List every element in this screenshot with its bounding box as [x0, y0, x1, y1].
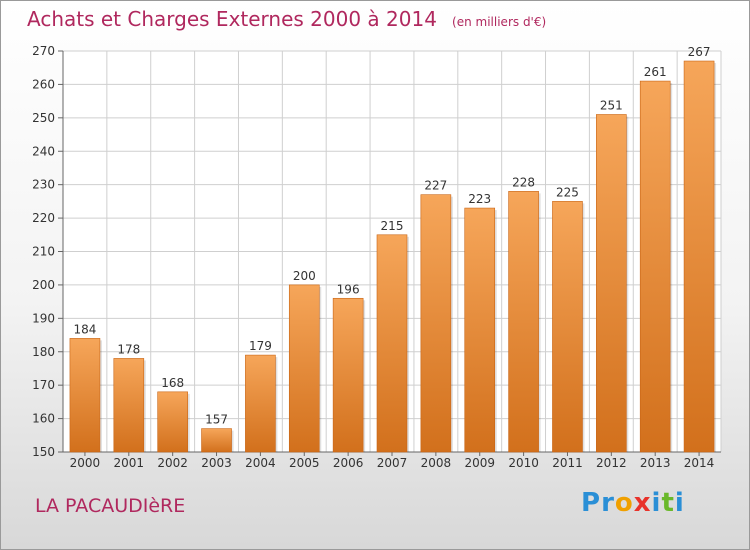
bar-value-label: 261 — [644, 65, 667, 79]
x-tick-label: 2014 — [684, 456, 715, 470]
y-tick-label: 200 — [32, 278, 55, 292]
bar — [420, 194, 452, 453]
bar-value-label: 200 — [293, 269, 316, 283]
bar — [552, 201, 583, 453]
commune-name: LA PACAUDIèRE — [35, 495, 186, 517]
y-tick-label: 160 — [32, 412, 55, 426]
x-tick-label: 2007 — [377, 456, 408, 470]
labels: 150 160 170 180 190 200 210 220 230 240 250 260 270 1… — [32, 44, 714, 470]
bar-value-label: 223 — [468, 192, 491, 206]
y-tick-label: 220 — [32, 211, 55, 225]
x-tick-label: 2004 — [245, 456, 276, 470]
bar — [201, 428, 232, 453]
logo-letter: r — [601, 488, 615, 518]
x-tick-label: 2005 — [289, 456, 320, 470]
bars — [69, 60, 717, 453]
bar-value-label: 225 — [556, 185, 579, 199]
bar-value-label: 184 — [73, 322, 96, 336]
bar-value-label: 178 — [117, 342, 140, 356]
x-tick-label: 2003 — [201, 456, 232, 470]
bar-value-label: 251 — [600, 98, 623, 112]
y-tick-label: 260 — [32, 77, 55, 91]
x-tick-label: 2013 — [640, 456, 671, 470]
bar — [596, 114, 627, 453]
x-tick-label: 2000 — [70, 456, 101, 470]
proxiti-logo[interactable]: Proxiti — [581, 488, 685, 518]
bar — [113, 358, 145, 453]
x-tick-label: 2009 — [464, 456, 495, 470]
chart-title: Achats et Charges Externes 2000 à 2014 — [27, 7, 437, 31]
y-tick-label: 230 — [32, 178, 55, 192]
y-tick-label: 190 — [32, 311, 55, 325]
y-tick-label: 240 — [32, 144, 55, 158]
bar-value-label: 168 — [161, 376, 184, 390]
y-tick-label: 150 — [32, 445, 55, 459]
logo-letter: o — [614, 488, 634, 518]
bar — [376, 234, 408, 453]
x-tick-label: 2001 — [114, 456, 145, 470]
logo-letter: t — [661, 488, 675, 518]
y-tick-label: 270 — [32, 44, 55, 58]
x-tick-label: 2012 — [596, 456, 627, 470]
y-tick-label: 250 — [32, 111, 55, 125]
y-tick-label: 180 — [32, 345, 55, 359]
bar — [683, 60, 715, 453]
bar — [157, 391, 188, 453]
logo-letter: i — [674, 488, 685, 518]
x-tick-label: 2006 — [333, 456, 364, 470]
x-tick-label: 2002 — [157, 456, 188, 470]
bar-value-label: 227 — [424, 179, 447, 193]
logo-letter: x — [633, 488, 652, 518]
y-tick-label: 170 — [32, 378, 55, 392]
bar — [288, 284, 320, 453]
x-tick-label: 2011 — [552, 456, 583, 470]
bar — [508, 191, 539, 453]
bar-value-label: 228 — [512, 175, 535, 189]
bar-value-label: 157 — [205, 413, 228, 427]
bar — [245, 354, 276, 453]
bar — [69, 338, 101, 453]
bar — [464, 207, 496, 453]
bar-value-label: 196 — [337, 282, 360, 296]
chart-title-block: Achats et Charges Externes 2000 à 2014 (… — [27, 7, 546, 31]
chart-unit-note: (en milliers d'€) — [452, 15, 547, 29]
logo-letter: i — [651, 488, 662, 518]
x-tick-label: 2010 — [508, 456, 539, 470]
logo-letter: P — [581, 488, 602, 518]
y-tick-label: 210 — [32, 245, 55, 259]
x-tick-label: 2008 — [421, 456, 452, 470]
bar — [332, 297, 364, 453]
bar-value-label: 267 — [688, 45, 711, 59]
bar-value-label: 179 — [249, 339, 272, 353]
bar — [639, 80, 671, 453]
bar-value-label: 215 — [381, 219, 404, 233]
